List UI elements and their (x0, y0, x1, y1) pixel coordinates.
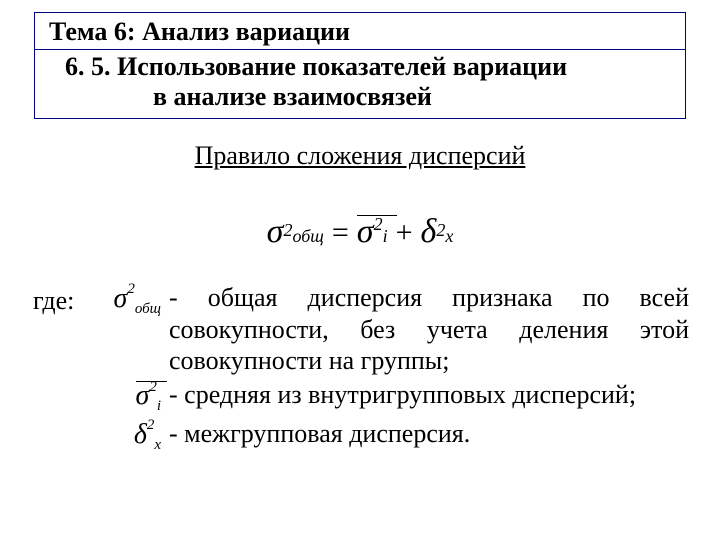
def-row: σ2i - средняя из внутригрупповых дисперс… (32, 378, 690, 416)
formula-lhs-sup: 2 (283, 220, 292, 241)
title-line-2: 6. 5. Использование показателей вариации (43, 52, 677, 82)
def-text-0: - общая дисперсия признака по всей совок… (163, 281, 690, 378)
title-divider (35, 49, 685, 50)
formula-t2-sup: 2 (436, 220, 445, 241)
formula-t2-sub: x (445, 226, 453, 247)
formula-lhs-sigma: σ (267, 213, 284, 251)
title-box: Тема 6: Анализ вариации 6. 5. Использова… (34, 12, 686, 119)
def-symbol-2: δ2x (88, 417, 163, 455)
slide: Тема 6: Анализ вариации 6. 5. Использова… (0, 0, 720, 540)
def-row: δ2x - межгрупповая дисперсия. (32, 417, 690, 455)
formula-t1-sigma: σ (357, 213, 374, 250)
formula: σ2общ = σ2i + δ2x (30, 213, 690, 251)
def-symbol-0: σ2общ (88, 281, 163, 378)
def-text-1: - средняя из внутригрупповых дисперсий; (163, 378, 690, 416)
title-line-3: в анализе взаимосвязей (43, 82, 677, 112)
formula-eq: = (324, 216, 357, 250)
formula-plus: + (388, 216, 421, 250)
def-row: где: σ2общ - общая дисперсия признака по… (32, 281, 690, 378)
definitions: где: σ2общ - общая дисперсия признака по… (30, 281, 690, 455)
where-label: где: (32, 281, 88, 455)
subtitle: Правило сложения дисперсий (30, 141, 690, 171)
def-symbol-1: σ2i (88, 378, 163, 416)
title-line-1: Тема 6: Анализ вариации (43, 17, 677, 47)
formula-t1-sup: 2 (374, 214, 383, 234)
formula-t2-delta: δ (421, 213, 437, 251)
formula-lhs-sub: общ (292, 226, 323, 247)
def-text-2: - межгрупповая дисперсия. (163, 417, 690, 455)
